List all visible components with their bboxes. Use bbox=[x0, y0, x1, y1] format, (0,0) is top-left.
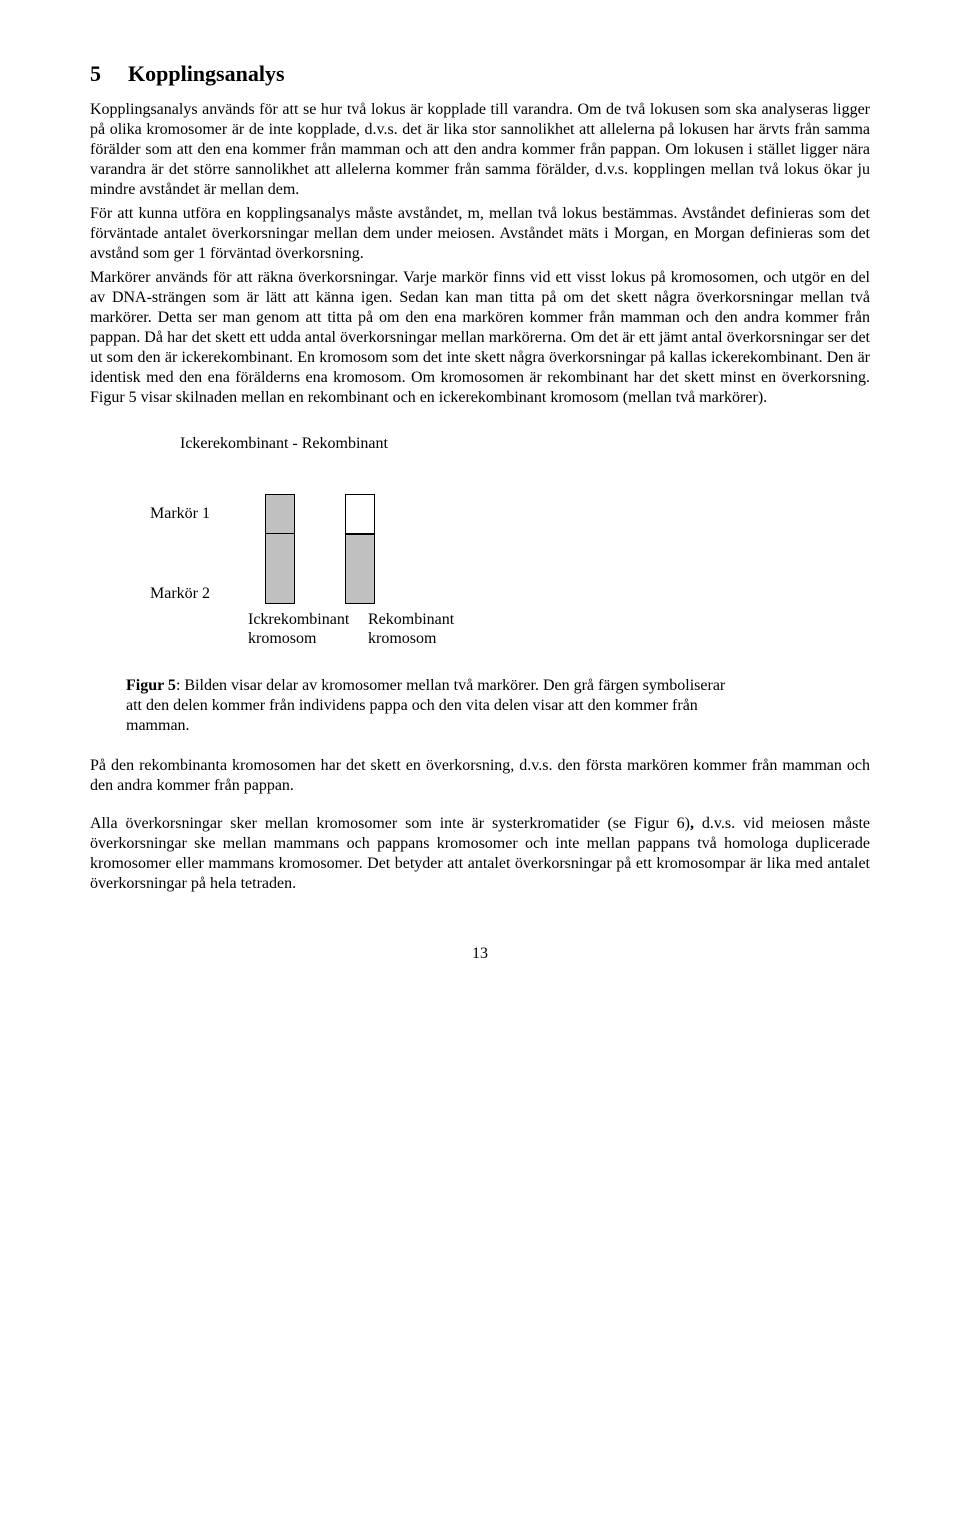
paragraph-4: På den rekombinanta kromosomen har det s… bbox=[90, 756, 870, 796]
marker-2-label: Markör 2 bbox=[150, 584, 240, 604]
figure-5-caption-label: Figur 5 bbox=[126, 677, 176, 694]
ickerekombinant-label-line2: kromosom bbox=[248, 630, 316, 647]
paragraph-5: Alla överkorsningar sker mellan kromosom… bbox=[90, 814, 870, 894]
ickerekombinant-top-segment bbox=[265, 494, 295, 534]
chromosome-bars-bottom bbox=[265, 534, 375, 604]
ickerekombinant-bottom-segment bbox=[265, 534, 295, 604]
chromosome-bars-top bbox=[265, 494, 375, 534]
paragraph-3: Markörer används för att räkna överkorsn… bbox=[90, 268, 870, 408]
marker-1-label: Markör 1 bbox=[150, 504, 240, 524]
section-number: 5 bbox=[90, 60, 128, 88]
rekombinant-label: Rekombinant kromosom bbox=[368, 610, 478, 648]
ickerekombinant-label: Ickrekombinant kromosom bbox=[248, 610, 358, 648]
chromosome-diagram: Ickerekombinant - Rekombinant Markör 1 M… bbox=[150, 434, 870, 648]
diagram-row-marker1: Markör 1 bbox=[150, 494, 870, 534]
paragraph-5-part1: Alla överkorsningar sker mellan kromosom… bbox=[90, 815, 690, 832]
diagram-row-bottom: Markör 2 bbox=[150, 534, 870, 604]
chromosome-column-labels: Ickrekombinant kromosom Rekombinant krom… bbox=[248, 610, 870, 648]
rekombinant-bottom-segment bbox=[345, 534, 375, 604]
diagram-title: Ickerekombinant - Rekombinant bbox=[180, 434, 870, 454]
ickerekombinant-label-line1: Ickrekombinant bbox=[248, 611, 349, 628]
section-heading: 5Kopplingsanalys bbox=[90, 60, 870, 88]
page-number: 13 bbox=[90, 944, 870, 964]
spacer bbox=[90, 800, 870, 814]
rekombinant-label-line1: Rekombinant bbox=[368, 611, 454, 628]
paragraph-1: Kopplingsanalys används för att se hur t… bbox=[90, 100, 870, 200]
figure-5-caption-text: : Bilden visar delar av kromosomer mella… bbox=[126, 677, 725, 734]
rekombinant-top-segment bbox=[345, 494, 375, 534]
section-title: Kopplingsanalys bbox=[128, 61, 285, 86]
paragraph-2: För att kunna utföra en kopplingsanalys … bbox=[90, 204, 870, 264]
figure-5-caption: Figur 5: Bilden visar delar av kromosome… bbox=[126, 676, 726, 736]
rekombinant-label-line2: kromosom bbox=[368, 630, 436, 647]
